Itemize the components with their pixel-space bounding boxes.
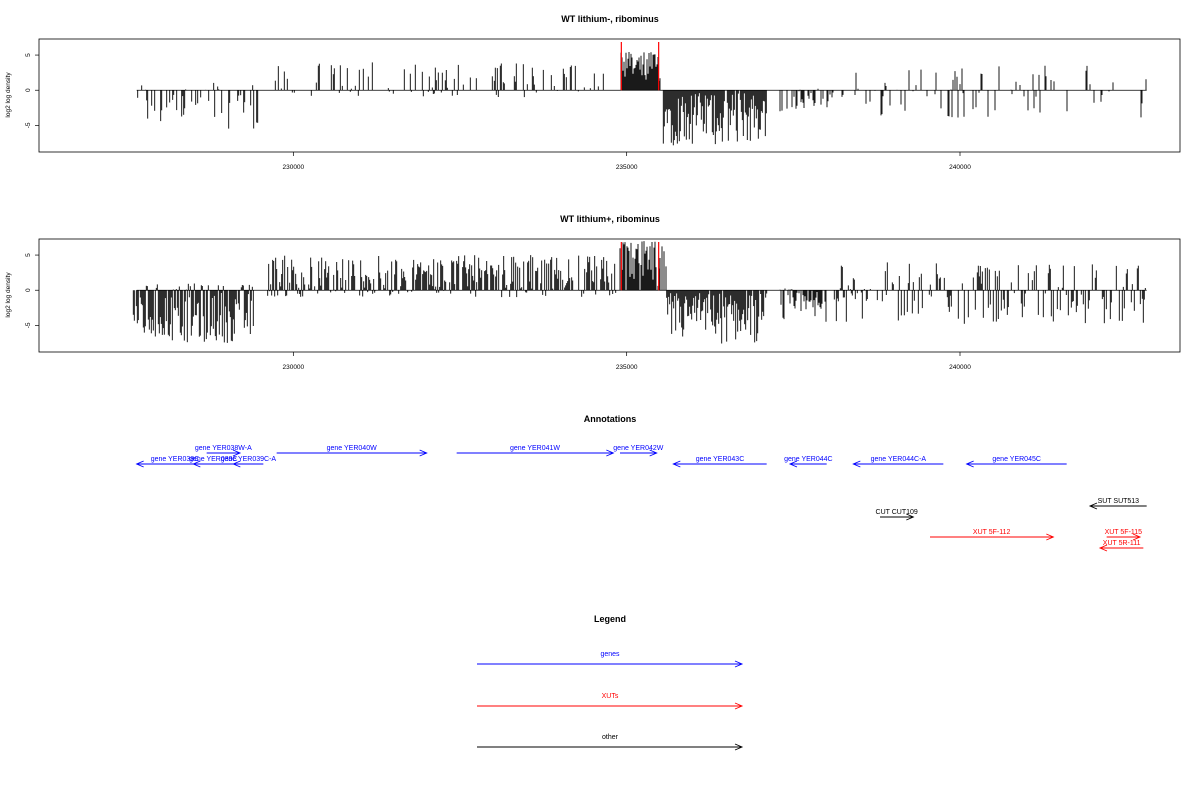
marker-layer: [620, 242, 660, 291]
arrowhead: [232, 449, 242, 457]
feature-label: gene YER044C: [784, 456, 833, 463]
track-panel-lithium-minus: WT lithium-, ribominus 230000 235000 24000…: [5, 14, 1181, 171]
annotations-title: Annotations: [584, 414, 637, 424]
feature-label: SUT SUT513: [1098, 498, 1140, 505]
y-tick-label: -5: [25, 322, 32, 328]
arrowhead: [672, 460, 681, 468]
annotation-feature[interactable]: gene YER040W: [276, 445, 428, 457]
arrowhead: [906, 513, 915, 521]
y-tick-label: 5: [25, 53, 32, 57]
arrowhead: [852, 460, 861, 468]
arrowhead: [734, 660, 744, 668]
annotations-panel: Annotations gene YER038C gene YER038W-A ge…: [135, 414, 1147, 552]
legend-label: genes: [600, 651, 620, 658]
arrowhead: [734, 743, 744, 751]
arrowhead: [419, 449, 428, 457]
y-tick-label: 5: [25, 253, 32, 257]
legend-items: genes XUTs other: [477, 651, 744, 751]
annotation-feature[interactable]: XUT 5F-115: [1105, 529, 1143, 541]
feature-label: XUT 5F-112: [973, 529, 1011, 536]
y-axis: 5 0 -5: [25, 253, 39, 328]
feature-label: gene YER043C: [696, 456, 745, 463]
arrowhead: [1098, 544, 1108, 552]
feature-label: gene YER040W: [327, 445, 377, 452]
x-axis: 230000 235000 240000: [282, 152, 971, 171]
x-axis: 230000 235000 240000: [282, 352, 971, 371]
legend-item: genes: [477, 651, 744, 668]
feature-label: CUT CUT109: [876, 509, 918, 516]
legend-panel: Legend genes XUTs other: [477, 614, 744, 751]
annotation-feature[interactable]: gene YER043C: [672, 456, 767, 468]
bar-layer: [136, 52, 1147, 146]
y-axis-label: log2 log density: [5, 272, 12, 318]
arrowhead: [135, 460, 144, 468]
annotation-feature[interactable]: SUT SUT513: [1088, 498, 1147, 510]
y-tick-label: -5: [25, 122, 32, 128]
y-axis: 5 0 -5: [25, 53, 39, 128]
feature-label: gene YER038W-A: [195, 445, 252, 452]
arrowhead: [232, 460, 241, 468]
annotation-feature[interactable]: XUT 5F-112: [930, 529, 1055, 541]
arrowhead: [788, 460, 798, 468]
y-tick-label: 0: [25, 288, 32, 292]
marker-layer: [620, 42, 660, 91]
legend-label: XUTs: [602, 693, 619, 700]
annotation-feature[interactable]: gene YER042W: [613, 445, 664, 457]
track-panel-lithium-plus: WT lithium+, ribominus 230000 235000 24000…: [5, 214, 1181, 371]
arrowhead: [606, 449, 615, 457]
panel-title: WT lithium+, ribominus: [560, 214, 660, 224]
feature-label: gene YER039C: [189, 456, 238, 463]
annotation-feature[interactable]: CUT CUT109: [876, 509, 918, 521]
x-tick-label: 235000: [616, 364, 638, 371]
x-tick-label: 230000: [282, 164, 304, 171]
arrowhead: [734, 702, 744, 710]
feature-label: gene YER038C: [151, 456, 200, 463]
arrowhead: [649, 449, 658, 457]
y-axis-label: log2 log density: [5, 72, 12, 118]
x-tick-label: 240000: [949, 364, 971, 371]
annotation-feature[interactable]: gene YER044C-A: [852, 456, 944, 468]
arrowhead: [192, 460, 201, 468]
bar-layer: [132, 241, 1147, 344]
feature-label: XUT 5F-115: [1105, 529, 1143, 536]
annotation-feature[interactable]: gene YER039C: [189, 456, 238, 468]
arrowhead: [1132, 533, 1142, 541]
feature-label: gene YER045C: [992, 456, 1041, 463]
panel-title: WT lithium-, ribominus: [561, 14, 659, 24]
annotation-feature[interactable]: gene YER041W: [456, 445, 615, 457]
plot-frame: [38, 238, 1181, 353]
annotation-feature[interactable]: XUT 5R-111: [1098, 540, 1144, 552]
x-tick-label: 230000: [282, 364, 304, 371]
y-tick-label: 0: [25, 88, 32, 92]
feature-label: gene YER039C-A: [221, 456, 277, 463]
annotation-feature[interactable]: gene YER039C-A: [221, 456, 277, 468]
feature-label: XUT 5R-111: [1103, 540, 1141, 547]
legend-label: other: [602, 734, 619, 741]
arrowhead: [965, 460, 974, 468]
legend-title: Legend: [594, 614, 626, 624]
annotation-feature[interactable]: gene YER045C: [965, 456, 1067, 468]
annotation-feature[interactable]: gene YER038W-A: [195, 445, 252, 457]
feature-label: gene YER042W: [613, 445, 663, 452]
x-tick-label: 240000: [949, 164, 971, 171]
feature-label: gene YER044C-A: [871, 456, 927, 463]
legend-item: XUTs: [477, 693, 744, 710]
arrowhead: [1046, 533, 1055, 541]
feature-label: gene YER041W: [510, 445, 560, 452]
arrowhead: [1088, 502, 1098, 510]
x-tick-label: 235000: [616, 164, 638, 171]
plot-frame: [38, 38, 1181, 153]
legend-item: other: [477, 734, 744, 751]
annotation-feature[interactable]: gene YER044C: [784, 456, 833, 468]
